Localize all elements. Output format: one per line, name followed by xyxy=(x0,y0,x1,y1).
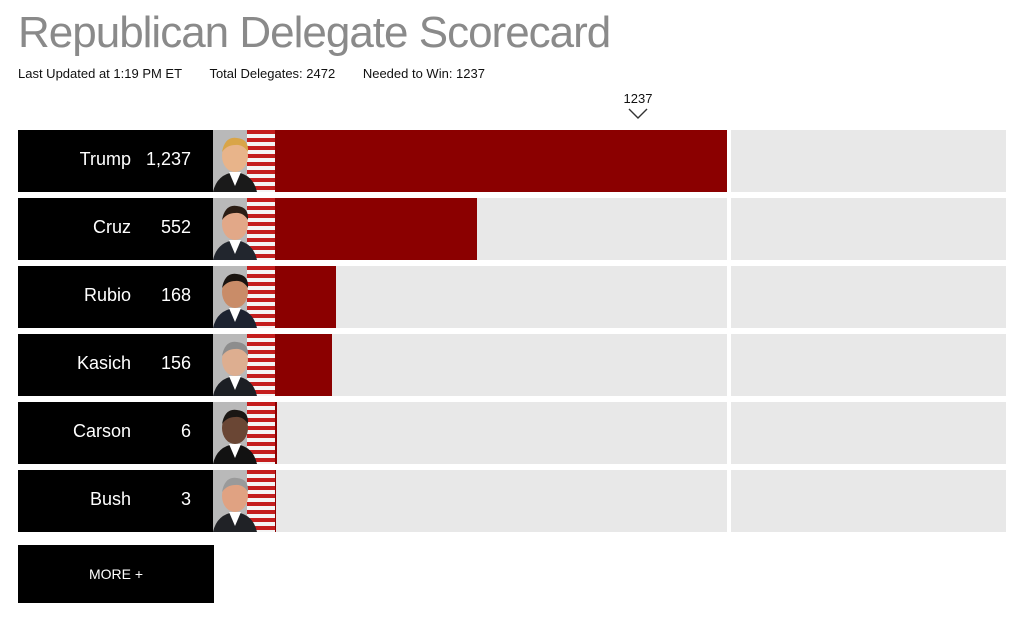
name-box: Carson 6 xyxy=(18,402,213,464)
bar-track xyxy=(213,402,1006,464)
delegate-count: 6 xyxy=(180,421,191,441)
candidate-row: Cruz 552 xyxy=(18,198,1006,260)
candidate-portrait xyxy=(213,470,275,532)
threshold-line xyxy=(727,198,732,260)
candidate-portrait xyxy=(213,402,275,464)
bar-track xyxy=(213,266,1006,328)
delegate-count: 1,237 xyxy=(145,149,191,169)
candidate-name: Kasich xyxy=(76,353,131,373)
summary-line: Last Updated at 1:19 PM ET Total Delegat… xyxy=(18,66,509,81)
threshold-marker: 1237 xyxy=(618,91,658,119)
candidate-portrait xyxy=(213,266,275,328)
candidate-row: Kasich 156 xyxy=(18,334,1006,396)
name-box: Rubio 168 xyxy=(18,266,213,328)
bar-track xyxy=(213,470,1006,532)
needed-to-win: Needed to Win: 1237 xyxy=(362,66,485,81)
candidate-name: Carson xyxy=(72,421,131,441)
threshold-line xyxy=(727,334,732,396)
candidate-row: Bush 3 xyxy=(18,470,1006,532)
last-updated: Last Updated at 1:19 PM ET xyxy=(18,66,183,81)
bar-track xyxy=(213,130,1006,192)
candidate-row: Rubio 168 xyxy=(18,266,1006,328)
delegate-count: 168 xyxy=(160,285,191,305)
delegate-count: 156 xyxy=(160,353,191,373)
candidate-portrait xyxy=(213,198,275,260)
candidate-portrait xyxy=(213,130,275,192)
name-box: Cruz 552 xyxy=(18,198,213,260)
candidate-name: Trump xyxy=(79,149,131,169)
more-button[interactable]: MORE + xyxy=(18,545,214,603)
threshold-line xyxy=(727,130,732,192)
threshold-line xyxy=(727,266,732,328)
name-box: Trump 1,237 xyxy=(18,130,213,192)
chevron-down-icon xyxy=(628,108,648,119)
total-delegates: Total Delegates: 2472 xyxy=(209,66,336,81)
bar-track xyxy=(213,198,1006,260)
delegate-bar xyxy=(213,130,728,192)
candidate-portrait xyxy=(213,334,275,396)
candidate-row: Trump 1,237 xyxy=(18,130,1006,192)
delegate-count: 3 xyxy=(180,489,191,509)
delegate-count: 552 xyxy=(160,217,191,237)
candidate-name: Rubio xyxy=(83,285,131,305)
name-box: Kasich 156 xyxy=(18,334,213,396)
threshold-line xyxy=(727,470,732,532)
candidate-name: Cruz xyxy=(92,217,131,237)
name-box: Bush 3 xyxy=(18,470,213,532)
bar-track xyxy=(213,334,1006,396)
threshold-line xyxy=(727,402,732,464)
candidate-name: Bush xyxy=(89,489,131,509)
page-title: Republican Delegate Scorecard xyxy=(18,8,611,57)
candidate-row: Carson 6 xyxy=(18,402,1006,464)
threshold-label: 1237 xyxy=(623,91,653,106)
delegate-chart: Trump 1,237 Cruz 552 Rubio 168 Kasich 156 Carson… xyxy=(18,130,1006,534)
